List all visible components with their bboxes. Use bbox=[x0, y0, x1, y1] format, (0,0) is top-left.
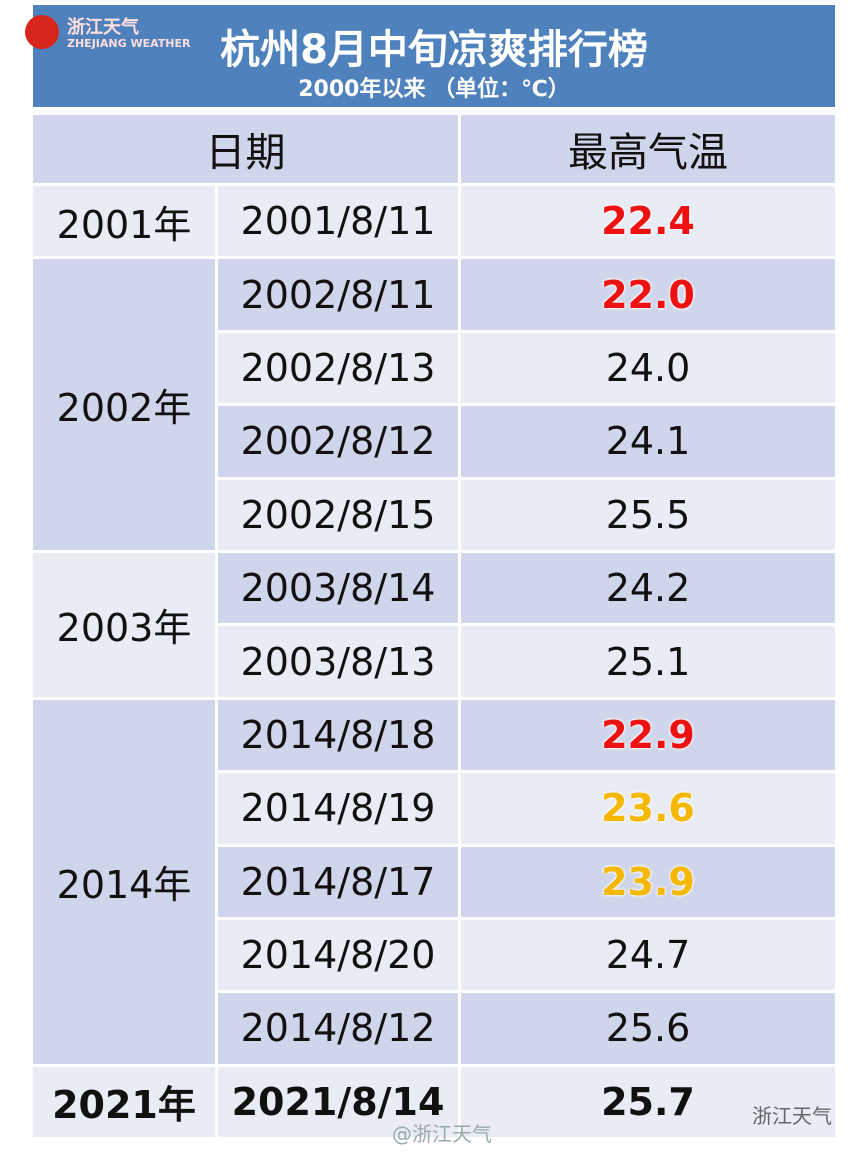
temp-cell: 23.9 bbox=[461, 846, 835, 917]
wechat-watermark: 浙江天气 bbox=[752, 1104, 832, 1128]
date-cell: 2002/8/15 bbox=[218, 479, 458, 550]
year-cell: 2001年 bbox=[33, 186, 215, 257]
weibo-watermark: @浙江天气 bbox=[392, 1122, 492, 1146]
year-cell: 2021年 bbox=[33, 1066, 215, 1138]
date-cell: 2021/8/14 bbox=[218, 1066, 458, 1138]
date-cell: 2014/8/19 bbox=[218, 773, 458, 844]
date-cell: 2014/8/17 bbox=[218, 846, 458, 917]
year-cell: 2002年 bbox=[33, 259, 215, 550]
table: 日期 最高气温 2001年 2001/8/11 22.4 2002年 2002/8/11 22… bbox=[33, 115, 835, 1138]
date-cell: 2003/8/13 bbox=[218, 626, 458, 697]
temp-cell: 24.7 bbox=[461, 919, 835, 991]
column-header: 最高气温 bbox=[461, 115, 835, 183]
temp-cell: 24.1 bbox=[461, 406, 835, 477]
date-cell: 2014/8/18 bbox=[218, 699, 458, 771]
year-cell: 2003年 bbox=[33, 552, 215, 697]
subtitle: 2000年以来 （单位：℃） bbox=[298, 77, 570, 102]
logo-cn: 浙江天气 bbox=[67, 17, 139, 38]
date-cell: 2014/8/20 bbox=[218, 919, 458, 991]
temp-cell: 25.7 bbox=[461, 1066, 835, 1138]
temp-cell: 24.2 bbox=[461, 552, 835, 624]
date-cell: 2002/8/12 bbox=[218, 406, 458, 477]
date-cell: 2003/8/14 bbox=[218, 552, 458, 624]
date-cell: 2002/8/13 bbox=[218, 332, 458, 404]
header: 浙江天气 ZHEJIANG WEATHER 杭州8月中旬凉爽排行榜 2000年以… bbox=[25, 5, 835, 107]
temp-cell: 22.4 bbox=[461, 186, 835, 257]
column-header: 日期 bbox=[33, 115, 458, 183]
logo-en: ZHEJIANG WEATHER bbox=[67, 37, 191, 50]
temp-cell: 25.5 bbox=[461, 479, 835, 550]
date-cell: 2014/8/12 bbox=[218, 993, 458, 1064]
title: 杭州8月中旬凉爽排行榜 bbox=[220, 27, 648, 73]
logo: 浙江天气 ZHEJIANG WEATHER bbox=[25, 13, 190, 53]
temp-cell: 22.9 bbox=[461, 699, 835, 771]
temp-cell: 25.1 bbox=[461, 626, 835, 697]
date-cell: 2002/8/11 bbox=[218, 259, 458, 330]
temp-cell: 22.0 bbox=[461, 259, 835, 330]
temp-cell: 23.6 bbox=[461, 773, 835, 844]
temp-cell: 25.6 bbox=[461, 993, 835, 1064]
year-cell: 2014年 bbox=[33, 699, 215, 1064]
date-cell: 2001/8/11 bbox=[218, 186, 458, 257]
temp-cell: 24.0 bbox=[461, 332, 835, 404]
logo-seal bbox=[25, 15, 59, 49]
